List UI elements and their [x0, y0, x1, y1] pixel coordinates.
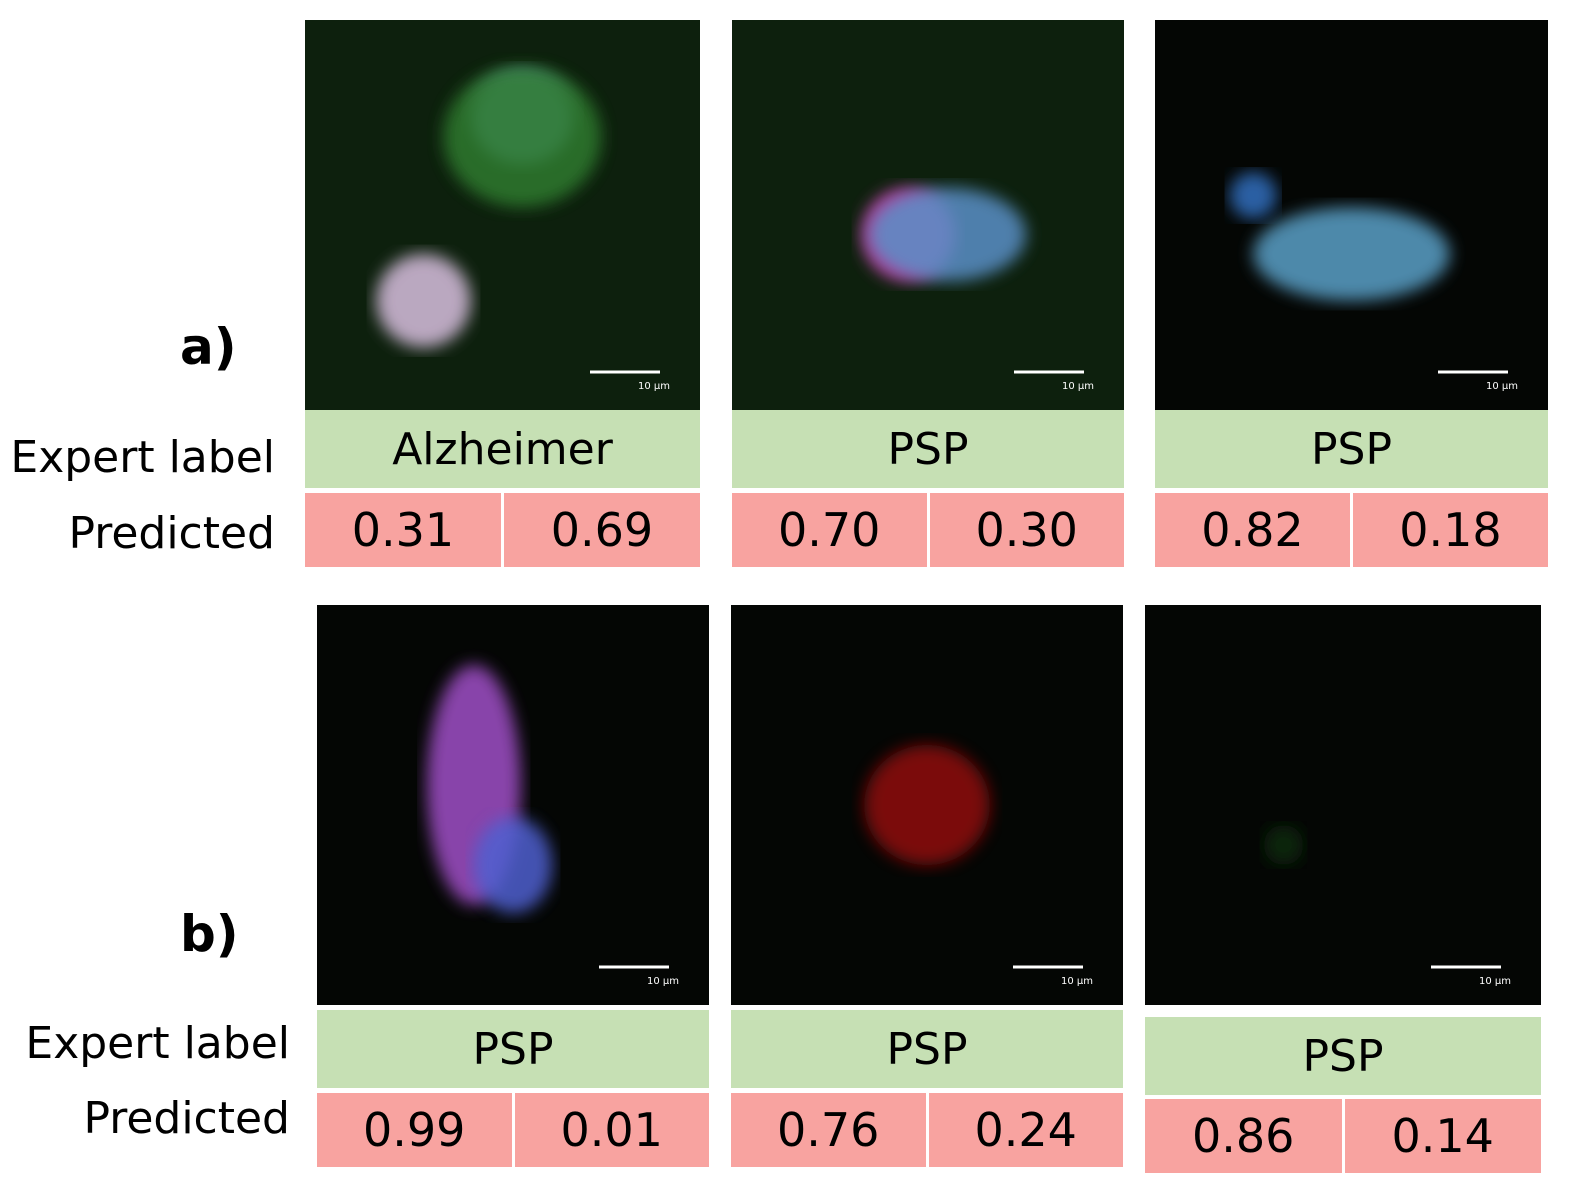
expert-heading: Expert label	[10, 432, 275, 483]
predicted-value: 0.14	[1344, 1099, 1541, 1173]
predicted-value: 0.01	[514, 1093, 709, 1167]
predicted-value: 0.82	[1155, 493, 1350, 567]
predicted-value: 0.31	[305, 493, 501, 567]
predicted-value: 0.76	[731, 1093, 926, 1167]
scale-bar-label: 10 μm	[637, 381, 670, 392]
predicted-heading: Predicted	[83, 1093, 290, 1144]
micrograph-art	[1145, 605, 1541, 1005]
predicted-value: 0.18	[1353, 493, 1548, 567]
expert-label: PSP	[1155, 410, 1548, 488]
micrograph-art	[317, 605, 709, 1005]
predicted-value: 0.24	[928, 1093, 1123, 1167]
micrograph: 10 μm	[317, 605, 709, 1005]
micrograph-art	[305, 20, 700, 410]
row-label: a)	[180, 318, 237, 376]
expert-label: PSP	[1145, 1017, 1541, 1095]
expert-label: PSP	[732, 410, 1124, 488]
predicted-heading: Predicted	[68, 508, 275, 559]
micrograph: 10 μm	[1145, 605, 1541, 1005]
scale-bar-label: 10 μm	[1061, 381, 1094, 392]
expert-heading: Expert label	[25, 1018, 290, 1069]
expert-label: PSP	[731, 1010, 1123, 1088]
predicted-value: 0.69	[504, 493, 700, 567]
micrograph: 10 μm	[732, 20, 1124, 410]
micrograph: 10 μm	[731, 605, 1123, 1005]
expert-label: PSP	[317, 1010, 709, 1088]
scale-bar-label: 10 μm	[646, 976, 679, 987]
row-label: b)	[180, 905, 239, 963]
expert-label: Alzheimer	[305, 410, 700, 488]
micrograph-art	[731, 605, 1123, 1005]
micrograph-art	[732, 20, 1124, 410]
predicted-value: 0.30	[929, 493, 1124, 567]
predicted-value: 0.99	[317, 1093, 512, 1167]
scale-bar-label: 10 μm	[1485, 381, 1518, 392]
micrograph: 10 μm	[1155, 20, 1548, 410]
micrograph-art	[1155, 20, 1548, 410]
micrograph: 10 μm	[305, 20, 700, 410]
predicted-value: 0.86	[1145, 1099, 1342, 1173]
scale-bar-label: 10 μm	[1478, 976, 1511, 987]
scale-bar-label: 10 μm	[1060, 976, 1093, 987]
predicted-value: 0.70	[732, 493, 927, 567]
